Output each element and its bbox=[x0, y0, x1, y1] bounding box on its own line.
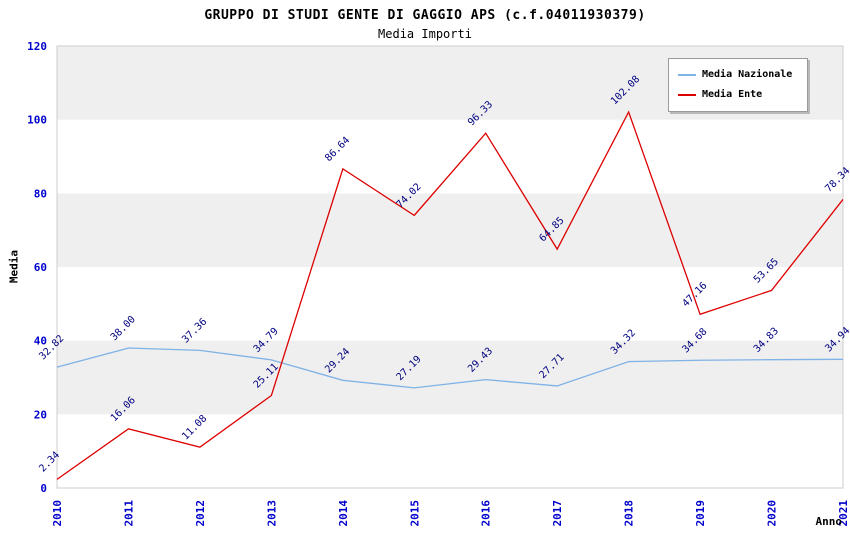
legend-label-media-ente: Media Ente bbox=[702, 89, 763, 100]
legend: Media Nazionale Media Ente bbox=[668, 58, 808, 112]
svg-text:2017: 2017 bbox=[551, 500, 564, 527]
chart-title: GRUPPO DI STUDI GENTE DI GAGGIO APS (c.f… bbox=[204, 8, 646, 23]
svg-text:2018: 2018 bbox=[623, 500, 636, 527]
legend-label-media-nazionale: Media Nazionale bbox=[702, 69, 793, 80]
svg-text:60: 60 bbox=[34, 261, 47, 274]
svg-text:2015: 2015 bbox=[408, 500, 421, 527]
svg-text:0: 0 bbox=[40, 482, 47, 495]
svg-text:2014: 2014 bbox=[337, 500, 350, 527]
x-axis-title: Anno bbox=[815, 515, 843, 528]
svg-text:120: 120 bbox=[27, 40, 47, 53]
chart-subtitle: Media Importi bbox=[378, 27, 472, 41]
svg-text:40: 40 bbox=[34, 335, 47, 348]
svg-text:2020: 2020 bbox=[766, 500, 779, 527]
svg-text:100: 100 bbox=[27, 114, 47, 127]
svg-text:2010: 2010 bbox=[51, 500, 64, 527]
svg-text:20: 20 bbox=[34, 408, 47, 421]
svg-text:80: 80 bbox=[34, 187, 47, 200]
svg-text:2013: 2013 bbox=[265, 500, 278, 527]
legend-item-media-nazionale: Media Nazionale bbox=[678, 67, 798, 83]
line-swatch-media-ente bbox=[678, 94, 696, 96]
svg-text:2021: 2021 bbox=[837, 500, 850, 527]
y-axis-title: Media bbox=[7, 249, 21, 284]
line-swatch-media-nazionale bbox=[678, 74, 696, 76]
svg-text:2012: 2012 bbox=[194, 500, 207, 527]
svg-text:2011: 2011 bbox=[122, 500, 135, 527]
legend-item-media-ente: Media Ente bbox=[678, 87, 798, 103]
svg-text:2019: 2019 bbox=[694, 500, 707, 527]
svg-text:2016: 2016 bbox=[480, 500, 493, 527]
